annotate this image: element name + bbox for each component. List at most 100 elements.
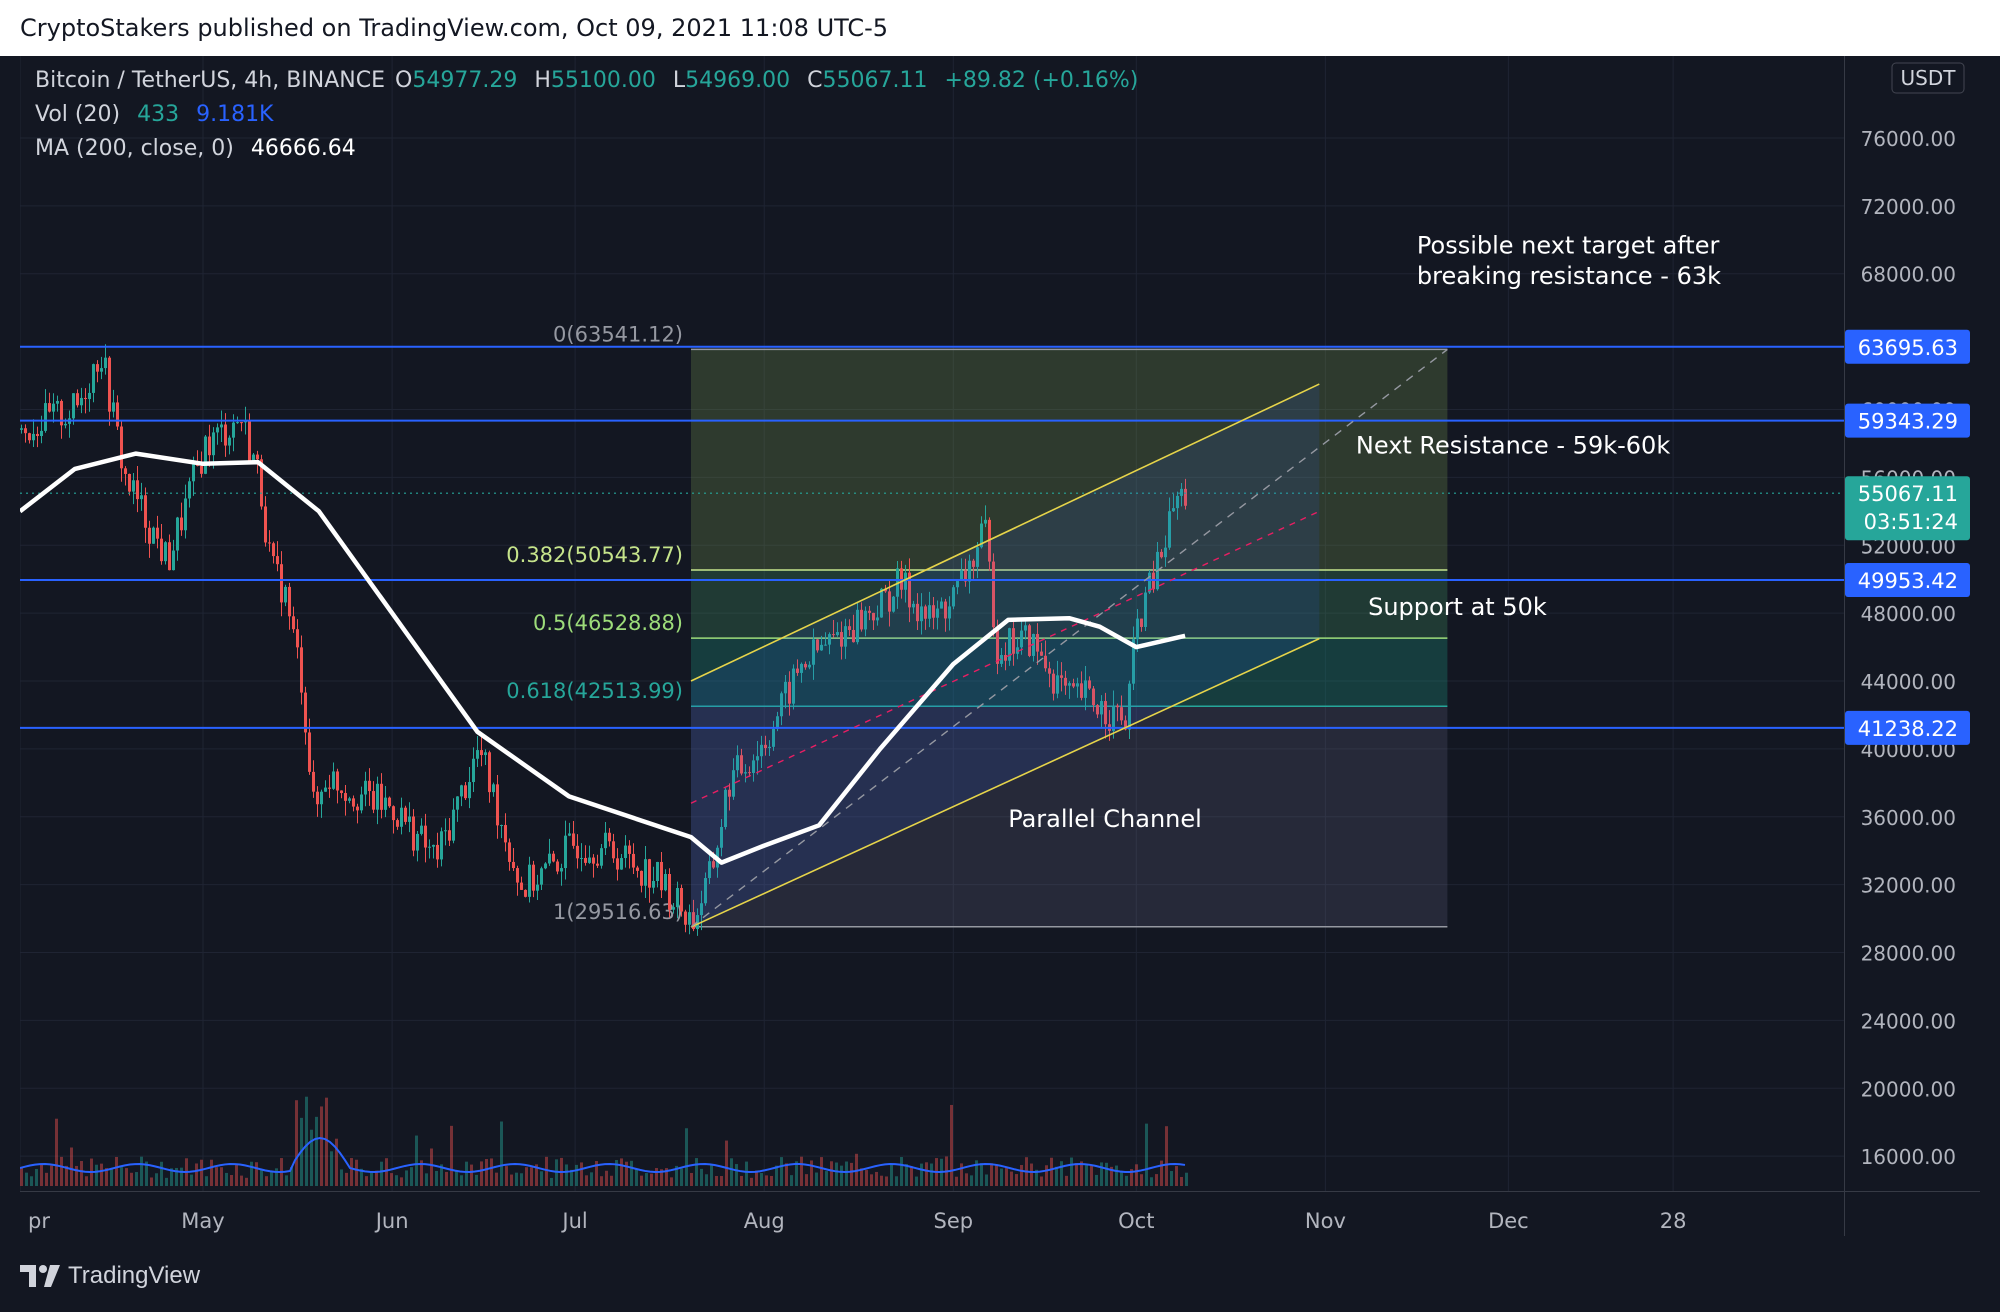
volume-bar bbox=[275, 1168, 278, 1186]
time-tick-label: May bbox=[181, 1209, 224, 1233]
volume-bar bbox=[20, 1167, 23, 1186]
legend-symbol-row: Bitcoin / TetherUS, 4h, BINANCE O54977.29… bbox=[35, 68, 1148, 93]
candle-body bbox=[980, 523, 983, 548]
volume-bar bbox=[750, 1177, 753, 1186]
candle-body bbox=[660, 861, 663, 891]
candle-body bbox=[248, 420, 251, 462]
volume-bar bbox=[585, 1175, 588, 1186]
volume-bar bbox=[705, 1174, 708, 1186]
volume-bar bbox=[495, 1172, 498, 1186]
volume-bar bbox=[350, 1158, 353, 1186]
volume-bar bbox=[460, 1175, 463, 1186]
volume-bar bbox=[315, 1116, 318, 1186]
candle-body bbox=[1068, 683, 1071, 686]
time-tick-label: Aug bbox=[744, 1209, 785, 1233]
candle-body bbox=[956, 579, 959, 588]
volume-bar bbox=[175, 1167, 178, 1186]
fib-level-label: 1(29516.63) bbox=[553, 900, 683, 924]
price-chart[interactable]: 0(63541.12) 0.382(50543.77) 0.5(46528.88) 0… bbox=[18, 56, 1980, 1266]
volume-bar bbox=[505, 1166, 508, 1186]
candle-body bbox=[304, 692, 307, 733]
candle-body bbox=[380, 783, 383, 810]
candle-body bbox=[676, 888, 679, 908]
volume-bar bbox=[805, 1174, 808, 1186]
candle-body bbox=[1140, 618, 1143, 627]
volume-bar bbox=[985, 1174, 988, 1186]
legend-volume-row: Vol (20) 433 9.181K bbox=[35, 102, 284, 127]
candle-body bbox=[112, 402, 115, 412]
volume-bar bbox=[735, 1164, 738, 1186]
candle-body bbox=[800, 663, 803, 673]
volume-bar bbox=[860, 1168, 863, 1186]
legend-ma-row: MA (200, close, 0) 46666.64 bbox=[35, 136, 366, 161]
volume-bar bbox=[775, 1165, 778, 1186]
volume-bar bbox=[400, 1177, 403, 1186]
volume-bar bbox=[240, 1175, 243, 1186]
candle-body bbox=[256, 454, 259, 460]
candle-body bbox=[560, 868, 563, 872]
volume-bar bbox=[1005, 1166, 1008, 1186]
candle-body bbox=[964, 570, 967, 582]
candle-body bbox=[188, 481, 191, 499]
candle-body bbox=[508, 842, 511, 862]
volume-bar bbox=[930, 1163, 933, 1186]
candle-body bbox=[372, 791, 375, 810]
candle-body bbox=[708, 861, 711, 879]
volume-bar bbox=[545, 1156, 548, 1186]
candle-body bbox=[516, 868, 519, 883]
volume-bar bbox=[1175, 1166, 1178, 1186]
volume-bar bbox=[245, 1177, 248, 1186]
candle-body bbox=[932, 605, 935, 618]
price-level-tag-box bbox=[1845, 403, 1970, 438]
volume-bar bbox=[900, 1157, 903, 1186]
volume-bar bbox=[1170, 1171, 1173, 1186]
price-tick-label: 16000.00 bbox=[1861, 1145, 1956, 1169]
volume-bar bbox=[100, 1163, 103, 1186]
volume-bar bbox=[535, 1164, 538, 1186]
candle-body bbox=[568, 833, 571, 836]
candle-body bbox=[468, 782, 471, 799]
volume-bar bbox=[500, 1121, 503, 1186]
current-price-tag-label: 55067.11 bbox=[1858, 482, 1958, 506]
volume-bar bbox=[780, 1157, 783, 1186]
tradingview-logo[interactable]: TradingView bbox=[20, 1262, 200, 1290]
volume-bar bbox=[655, 1168, 658, 1186]
volume-bar bbox=[1045, 1165, 1048, 1186]
candle-body bbox=[328, 787, 331, 789]
chart-area[interactable]: 0(63541.12) 0.382(50543.77) 0.5(46528.88) 0… bbox=[18, 56, 1980, 1266]
candle-body bbox=[1040, 651, 1043, 656]
candle-body bbox=[84, 397, 87, 400]
volume-bar bbox=[820, 1157, 823, 1186]
candle-body bbox=[976, 547, 979, 567]
legend-symbol: Bitcoin / TetherUS, 4h, BINANCE bbox=[35, 68, 386, 93]
candle-body bbox=[776, 716, 779, 729]
volume-bar bbox=[845, 1161, 848, 1186]
legend-ma-label: MA (200, close, 0) bbox=[35, 136, 234, 161]
tradingview-logo-icon bbox=[20, 1265, 60, 1287]
candle-body bbox=[364, 780, 367, 795]
candle-body bbox=[820, 644, 823, 651]
candle-body bbox=[692, 912, 695, 930]
volume-bar bbox=[1160, 1160, 1163, 1186]
candle-body bbox=[656, 861, 659, 881]
candle-body bbox=[404, 807, 407, 822]
volume-bar bbox=[150, 1177, 153, 1186]
candle-body bbox=[492, 784, 495, 793]
candle-body bbox=[432, 844, 435, 847]
candle-body bbox=[1088, 680, 1091, 689]
volume-bar bbox=[160, 1161, 163, 1186]
volume-bar bbox=[1155, 1174, 1158, 1186]
volume-bar bbox=[1180, 1176, 1183, 1186]
volume-bar bbox=[1050, 1157, 1053, 1186]
candle-body bbox=[1004, 654, 1007, 661]
candle-body bbox=[1060, 675, 1063, 678]
volume-bar bbox=[1030, 1163, 1033, 1186]
volume-bar bbox=[1035, 1169, 1038, 1186]
currency-badge[interactable]: USDT bbox=[1891, 62, 1965, 94]
volume-bar bbox=[260, 1170, 263, 1186]
candle-body bbox=[1104, 701, 1107, 725]
volume-bar bbox=[155, 1173, 158, 1186]
candle-body bbox=[588, 857, 591, 863]
candle-body bbox=[176, 517, 179, 551]
volume-bar bbox=[990, 1163, 993, 1186]
